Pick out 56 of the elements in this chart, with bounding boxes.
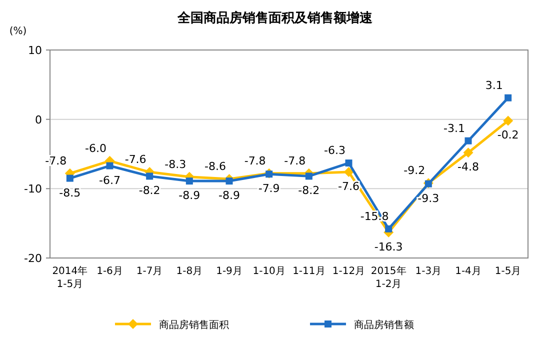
data-label: -8.9	[218, 189, 240, 202]
data-label: -16.3	[374, 240, 403, 254]
data-label: -8.2	[298, 184, 320, 198]
point	[344, 167, 354, 178]
data-label: -7.8	[244, 154, 266, 168]
y-axis-title: (%)	[9, 26, 27, 37]
x-tick-label: 2014年 1-5月	[52, 265, 88, 290]
data-label: -8.2	[138, 184, 160, 198]
x-tick-label: 1-6月	[96, 266, 123, 277]
point	[186, 178, 193, 185]
data-label: -8.3	[164, 158, 186, 171]
x-tick-label: 1-4月	[455, 266, 482, 277]
point	[503, 116, 514, 126]
data-label: -3.1	[444, 122, 465, 135]
legend-label: 商品房销售额	[354, 319, 414, 331]
point	[66, 174, 74, 182]
x-tick-label: 1-10月	[252, 266, 286, 277]
data-label: -0.2	[497, 128, 519, 142]
point	[305, 172, 312, 180]
x-tick-label: 1-9月	[216, 266, 242, 277]
data-label: 3.1	[485, 78, 503, 92]
x-tick-label: 1-5月	[494, 266, 522, 277]
x-tick-label: 1-8月	[176, 266, 203, 277]
data-label: -6.0	[85, 142, 106, 155]
x-tick-label: 2015年 1-2月	[370, 265, 406, 290]
x-tick-label: 1-11月	[292, 266, 326, 277]
y-tick-label: 0	[35, 113, 42, 126]
x-tick-label: 1-3月	[415, 266, 442, 277]
data-label: -6.7	[99, 174, 120, 187]
data-label: -7.8	[284, 154, 306, 168]
data-label: -6.3	[324, 144, 346, 158]
point	[146, 172, 154, 180]
point	[106, 162, 114, 170]
x-tick-label: 1-7月	[136, 266, 163, 277]
data-label: -8.6	[204, 160, 226, 173]
data-label: -7.9	[258, 182, 280, 196]
data-label: -8.9	[178, 189, 200, 202]
point	[463, 148, 474, 158]
data-label: -4.8	[458, 160, 479, 174]
point	[345, 160, 352, 167]
data-label: -9.3	[418, 192, 440, 205]
point	[504, 94, 512, 102]
x-tick-label: 1-12月	[332, 266, 366, 277]
point	[385, 225, 392, 232]
data-label: -8.5	[59, 186, 81, 200]
y-tick-label: 10	[28, 44, 42, 57]
point	[266, 170, 273, 178]
y-tick-label: -20	[24, 252, 42, 265]
y-tick-label: -10	[24, 182, 42, 196]
chart-title: 全国商品房销售面积及销售额增速	[176, 10, 374, 26]
point	[464, 137, 472, 144]
point	[226, 178, 233, 185]
data-label: -7.8	[45, 154, 67, 168]
legend-label: 商品房销售面积	[159, 319, 229, 331]
data-label: -9.2	[404, 164, 426, 178]
data-label: -7.6	[124, 153, 146, 166]
